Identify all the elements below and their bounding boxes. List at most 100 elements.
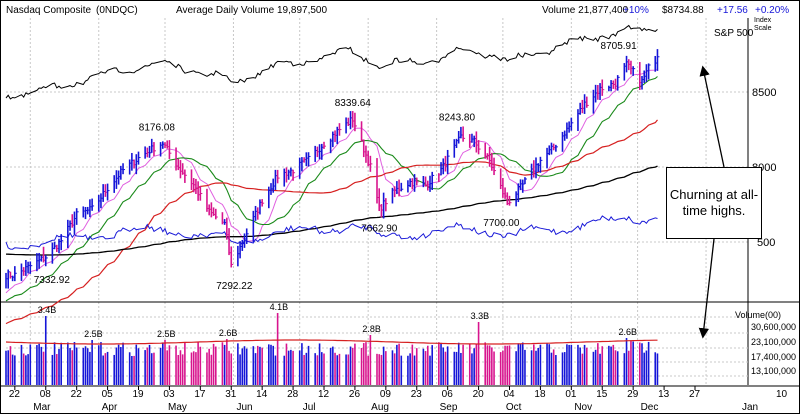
price-bar bbox=[276, 169, 280, 184]
relative-strength-line bbox=[5, 215, 658, 250]
price-bar bbox=[75, 208, 79, 225]
date-tick-label: 10 bbox=[776, 389, 788, 400]
date-tick-label: 14 bbox=[256, 389, 268, 400]
volume-annotation: 2.8B bbox=[362, 324, 381, 334]
date-axis: 22 08 22 05 19 03 17 31 14 28 12 26 09 23 06 20 04 18 01 15… bbox=[9, 386, 788, 413]
index-scale-label-2: Scale bbox=[754, 25, 772, 32]
ma-10-line bbox=[5, 69, 658, 294]
grid-lines bbox=[0, 18, 800, 387]
volume-tick-label: 13,100,000 bbox=[751, 366, 796, 376]
price-bar bbox=[245, 228, 249, 244]
volume-tick-label: 30,600,000 bbox=[751, 322, 796, 332]
price-bar bbox=[168, 140, 172, 159]
price-bar bbox=[323, 141, 326, 149]
volume-annotation: 3.4B bbox=[38, 305, 57, 315]
price-bar bbox=[338, 123, 342, 136]
price-bar bbox=[647, 63, 651, 80]
volume-bars bbox=[5, 313, 659, 385]
price-bar bbox=[354, 112, 357, 132]
price-tick-label: 8500 bbox=[752, 87, 776, 99]
price-bar bbox=[400, 182, 404, 192]
price-bar bbox=[508, 195, 512, 206]
price-bars bbox=[5, 49, 660, 289]
index-scale-label: Index bbox=[754, 17, 772, 24]
volume-title: Volume(00) bbox=[735, 310, 781, 320]
month-label: Sep bbox=[440, 402, 458, 413]
price-readout: $8734.88 bbox=[662, 5, 704, 16]
date-tick-label: 22 bbox=[71, 389, 83, 400]
volume-annotation: 2.6B bbox=[219, 328, 238, 338]
price-bar bbox=[616, 75, 620, 91]
date-tick-label: 08 bbox=[40, 389, 52, 400]
index-name: Nasdaq Composite bbox=[6, 5, 91, 16]
callout-arrow-price bbox=[699, 65, 725, 168]
ticker-symbol: (0NDQC) bbox=[96, 5, 138, 16]
date-tick-label: 20 bbox=[473, 389, 485, 400]
ma-200-line bbox=[5, 165, 658, 256]
month-label: Jan bbox=[742, 402, 758, 413]
price-bar bbox=[360, 121, 364, 142]
volume-tick-label: 23,100,000 bbox=[751, 337, 796, 347]
price-bar bbox=[555, 144, 558, 152]
month-label: Dec bbox=[641, 402, 659, 413]
price-bar bbox=[462, 126, 466, 142]
price-bar bbox=[415, 177, 419, 186]
date-tick-label: 04 bbox=[504, 389, 516, 400]
volume-annotation: 4.1B bbox=[270, 302, 289, 312]
month-label: Oct bbox=[506, 402, 522, 413]
price-bar bbox=[431, 171, 435, 191]
price-change: +17.56 bbox=[717, 5, 748, 16]
price-bar bbox=[148, 145, 152, 158]
average-volume: Average Daily Volume 19,897,500 bbox=[176, 5, 327, 16]
price-bar bbox=[122, 163, 126, 175]
month-label: Aug bbox=[371, 402, 389, 413]
price-bar bbox=[385, 198, 388, 212]
price-annotation: 7662.90 bbox=[361, 224, 398, 235]
price-annotation: 7292.22 bbox=[216, 281, 253, 292]
price-annotations: 7332.92 8176.08 7292.22 8339.64 7662.90 8243.… bbox=[34, 41, 637, 292]
price-bar bbox=[91, 198, 95, 211]
date-tick-label: 15 bbox=[596, 389, 608, 400]
volume-change: +10% bbox=[623, 5, 649, 16]
ma-21-line bbox=[5, 76, 658, 302]
price-bar bbox=[446, 149, 450, 174]
month-label: Jun bbox=[236, 402, 252, 413]
price-bar bbox=[585, 96, 589, 108]
sp500-label: S&P 500 bbox=[714, 28, 754, 39]
price-bar bbox=[106, 183, 110, 201]
date-tick-label: 13 bbox=[658, 389, 670, 400]
date-tick-label: 27 bbox=[689, 389, 701, 400]
sp500-line bbox=[5, 24, 658, 100]
date-tick-label: 23 bbox=[411, 389, 423, 400]
price-bar bbox=[656, 49, 660, 71]
date-tick-label: 17 bbox=[194, 389, 206, 400]
price-bar bbox=[292, 169, 296, 181]
price-annotation: 8176.08 bbox=[139, 123, 176, 134]
date-tick-label: 28 bbox=[287, 389, 299, 400]
date-tick-label: 12 bbox=[318, 389, 330, 400]
price-change-percent: +0.20% bbox=[755, 5, 789, 16]
price-bar bbox=[214, 208, 218, 220]
price-bar bbox=[199, 185, 203, 201]
date-tick-label: 06 bbox=[442, 389, 454, 400]
price-bar bbox=[493, 157, 497, 176]
date-tick-label: 03 bbox=[163, 389, 175, 400]
price-annotation: 7700.00 bbox=[483, 218, 520, 229]
callout-arrows bbox=[698, 65, 725, 339]
price-bar bbox=[570, 117, 574, 131]
price-bar bbox=[369, 155, 373, 172]
price-bar bbox=[261, 199, 265, 207]
price-annotation: 8705.91 bbox=[601, 41, 638, 52]
volume-tick-label: 17,400,000 bbox=[751, 352, 796, 362]
date-tick-label: 26 bbox=[349, 389, 361, 400]
price-bar bbox=[477, 140, 481, 155]
price-bar bbox=[29, 261, 33, 274]
date-tick-label: 09 bbox=[380, 389, 392, 400]
callout-arrow-volume bbox=[698, 238, 715, 339]
price-bar bbox=[539, 156, 543, 173]
date-tick-label: 22 bbox=[9, 389, 21, 400]
churning-callout: Churning at all-time highs. bbox=[666, 167, 762, 239]
month-label: Jul bbox=[303, 402, 316, 413]
